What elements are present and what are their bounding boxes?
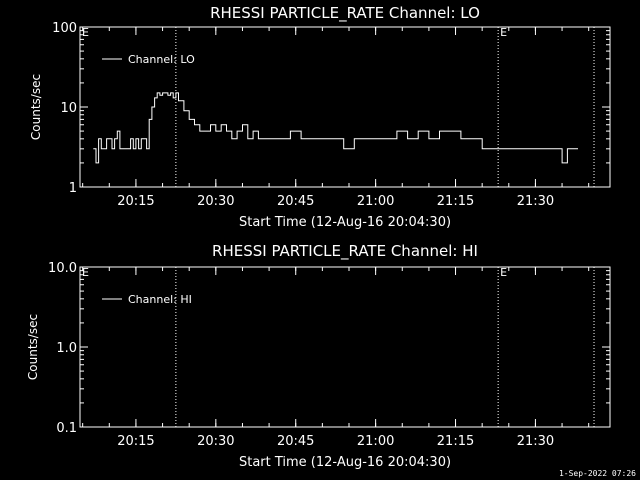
- panel-top: RHESSI PARTICLE_RATE Channel: LO Start T…: [29, 4, 480, 230]
- legend-label-hi: Channel: HI: [128, 293, 192, 306]
- event-marker-label: E: [82, 266, 89, 279]
- x-axis-label-lo: Start Time (12-Aug-16 20:04:30): [239, 215, 451, 230]
- x-tick-label: 20:30: [197, 194, 234, 209]
- x-tick-label: 21:00: [357, 194, 394, 209]
- y-tick-label: 100: [52, 21, 77, 36]
- y-tick-label: 10: [60, 101, 77, 116]
- event-marker-label: E: [82, 26, 89, 39]
- x-tick-label: 20:15: [117, 194, 154, 209]
- x-tick-label: 20:45: [277, 194, 314, 209]
- x-tick-label: 20:30: [197, 434, 234, 449]
- y-tick-label: 1.0: [56, 341, 77, 356]
- chart-title-lo: RHESSI PARTICLE_RATE Channel: LO: [210, 4, 480, 23]
- x-tick-label: 21:00: [357, 434, 394, 449]
- y-tick-label: 1: [69, 181, 77, 196]
- y-axis-label-lo: Counts/sec: [29, 74, 43, 140]
- y-tick-label: 10.0: [48, 261, 77, 276]
- legend-label-lo: Channel: LO: [128, 53, 195, 66]
- x-axis-label-hi: Start Time (12-Aug-16 20:04:30): [239, 455, 451, 470]
- event-marker-label: E: [500, 26, 507, 39]
- x-tick-label: 21:15: [437, 194, 474, 209]
- y-axis-label-hi: Counts/sec: [26, 314, 40, 380]
- x-tick-label: 21:30: [517, 194, 554, 209]
- x-tick-label: 20:45: [277, 434, 314, 449]
- plot-frame: [79, 266, 611, 428]
- event-marker-label: E: [500, 266, 507, 279]
- x-tick-label: 20:15: [117, 434, 154, 449]
- plot-frame: [79, 26, 611, 188]
- plot-area-1: 0.1 1.0 10.0 20:15 20:30 20:45 21:00 21:15 21:30…: [48, 261, 611, 449]
- y-tick-label: 0.1: [56, 421, 77, 436]
- plot-area-0: 1 10 100 20:15 20:30 20:45 21:00 21:15 21:30 E E: [52, 21, 611, 209]
- x-tick-label: 21:15: [437, 434, 474, 449]
- panel-bottom: RHESSI PARTICLE_RATE Channel: HI Start T…: [26, 242, 478, 470]
- chart-title-hi: RHESSI PARTICLE_RATE Channel: HI: [212, 242, 478, 261]
- series-line: [93, 92, 578, 164]
- timestamp-footer: 1-Sep-2022 07:26: [558, 469, 636, 478]
- x-tick-label: 21:30: [517, 434, 554, 449]
